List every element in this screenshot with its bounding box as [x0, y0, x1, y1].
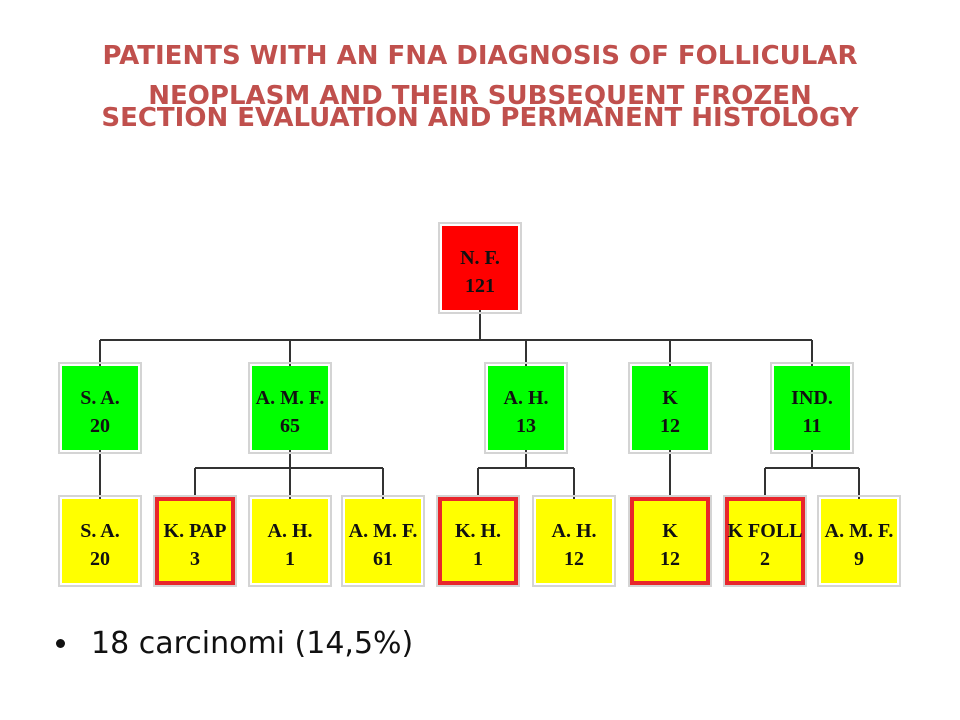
- level1-node-value: 13: [516, 415, 536, 437]
- carcinoma-leaf-node-value: 3: [190, 548, 200, 570]
- leaf-node-label: A. H.: [552, 520, 597, 542]
- carcinoma-leaf-node: K. PAP 3: [153, 495, 237, 587]
- leaf-node-value: 20: [90, 548, 110, 570]
- level1-node-value: 65: [280, 415, 300, 437]
- level1-node: A. H. 13: [484, 362, 568, 454]
- carcinoma-leaf-node-label: K: [662, 520, 678, 542]
- leaf-node-value: 61: [373, 548, 393, 570]
- leaf-node: A. H. 12: [532, 495, 616, 587]
- title-line-2: NEOPLASM AND THEIR SUBSEQUENT FROZEN: [148, 81, 812, 111]
- root-node-value: 121: [465, 275, 495, 297]
- carcinoma-leaf-node: K 12: [628, 495, 712, 587]
- carcinoma-leaf-node-value: 12: [660, 548, 680, 570]
- carcinoma-leaf-node-label: K. H.: [455, 520, 501, 542]
- title-line-3: SECTION EVALUATION AND PERMANENT HISTOLO…: [101, 103, 859, 133]
- level1-node-value: 20: [90, 415, 110, 437]
- carcinoma-leaf-node-label: K FOLL: [727, 520, 802, 542]
- level1-node-label: A. M. F.: [256, 387, 325, 409]
- leaf-node-label: S. A.: [80, 520, 119, 542]
- leaf-node-value: 9: [854, 548, 864, 570]
- title-line-1: PATIENTS WITH AN FNA DIAGNOSIS OF FOLLIC…: [102, 41, 858, 71]
- leaf-node-label: A. M. F.: [825, 520, 894, 542]
- carcinoma-leaf-node-label: K. PAP: [164, 520, 227, 542]
- root-node-label: N. F.: [460, 247, 500, 269]
- leaf-node: A. M. F. 9: [817, 495, 901, 587]
- leaf-node-label: A. M. F.: [349, 520, 418, 542]
- connectors: [99, 310, 860, 499]
- carcinoma-leaf-node-value: 1: [473, 548, 483, 570]
- level1-node-label: K: [662, 387, 678, 409]
- level1-node-label: A. H.: [504, 387, 549, 409]
- level1-node: K 12: [628, 362, 712, 454]
- leaf-node: S. A. 20: [58, 495, 142, 587]
- level1-node: A. M. F. 65: [248, 362, 332, 454]
- carcinoma-leaf-node-value: 2: [760, 548, 770, 570]
- level1-node: IND. 11: [770, 362, 854, 454]
- bullet-text: 18 carcinomi (14,5%): [91, 625, 414, 661]
- root-node: N. F. 121: [438, 222, 522, 314]
- leaf-node-value: 12: [564, 548, 584, 570]
- leaf-node-label: A. H.: [268, 520, 313, 542]
- carcinoma-leaf-node: K. H. 1: [436, 495, 520, 587]
- carcinoma-leaf-node: K FOLL 2: [723, 495, 807, 587]
- level1-node-value: 11: [803, 415, 822, 437]
- bullet-item: 18 carcinomi (14,5%): [56, 618, 413, 668]
- level1-node-label: IND.: [791, 387, 833, 409]
- bullet-dot-icon: [56, 638, 65, 648]
- level1-node: S. A. 20: [58, 362, 142, 454]
- leaf-node: A. H. 1: [248, 495, 332, 587]
- level1-node-label: S. A.: [80, 387, 119, 409]
- leaf-node: A. M. F. 61: [341, 495, 425, 587]
- level1-node-value: 12: [660, 415, 680, 437]
- slide-title: PATIENTS WITH AN FNA DIAGNOSIS OF FOLLIC…: [40, 36, 920, 140]
- leaf-node-value: 1: [285, 548, 295, 570]
